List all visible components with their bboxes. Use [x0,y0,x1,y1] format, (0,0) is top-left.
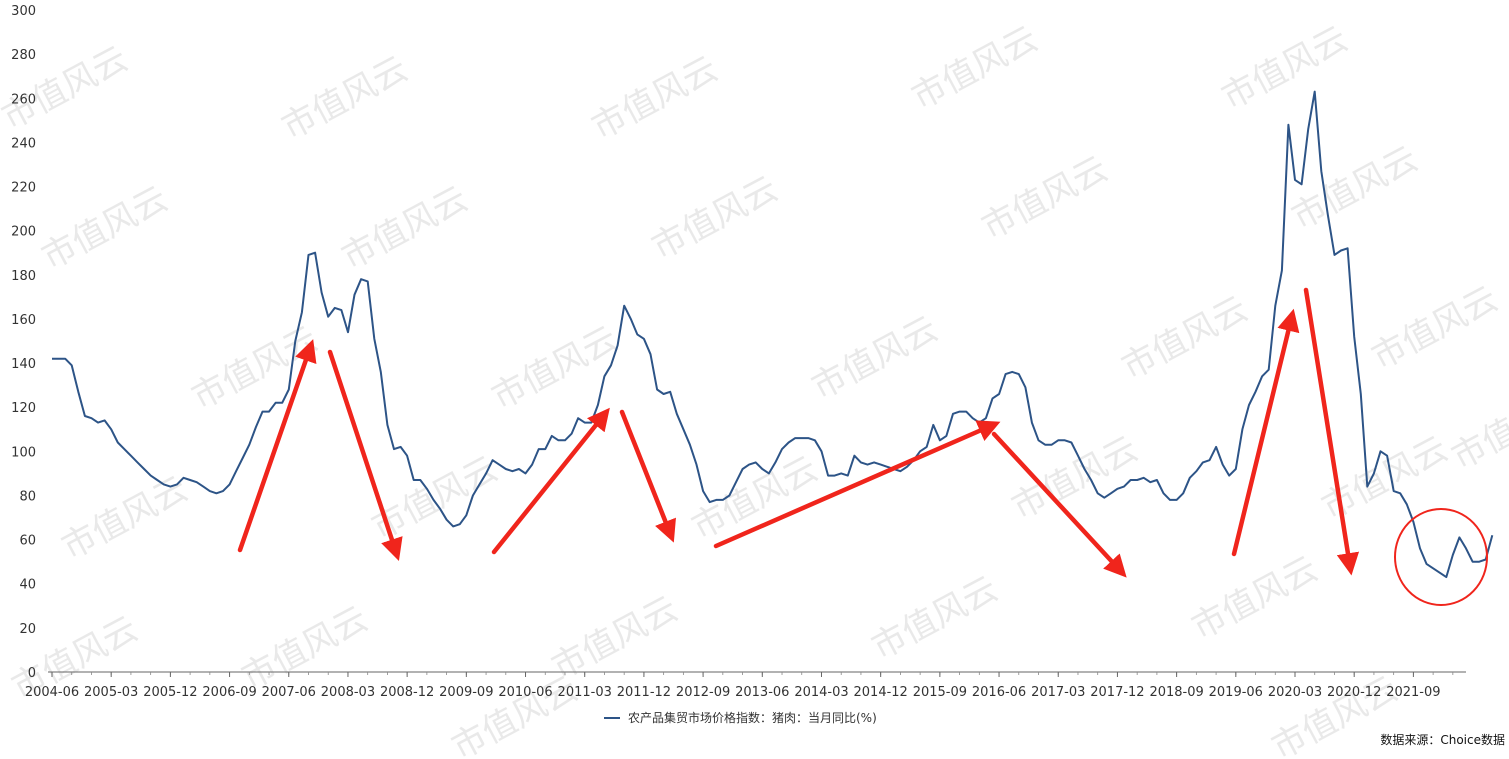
x-tick-label: 2006-09 [202,685,256,700]
legend: 农产品集贸市场价格指数：猪肉：当月同比(%) [604,709,877,726]
watermark-text: 市值风云 [35,179,174,278]
annotation-arrow [619,409,676,543]
watermark-text: 市值风云 [865,569,1004,668]
x-tick-label: 2011-12 [617,685,671,700]
watermark-text: 市值风云 [335,179,474,278]
watermark-text: 市值风云 [1115,289,1254,388]
y-tick-label: 20 [19,622,36,637]
x-tick-label: 2014-03 [794,685,848,700]
x-tick-label: 2012-09 [676,685,730,700]
annotation-layer [237,287,1488,606]
x-tick-label: 2007-06 [262,685,316,700]
watermark-text: 市值风云 [275,49,414,148]
x-tick-label: 2017-12 [1090,685,1144,700]
watermark-text: 市值风云 [1445,379,1509,478]
watermark-text: 市值风云 [55,469,194,568]
watermark-text: 市值风云 [1185,549,1324,648]
y-tick-label: 280 [11,48,36,63]
watermark-text: 市值风云 [1365,279,1504,378]
y-tick-label: 80 [19,489,36,504]
legend-swatch [604,716,620,719]
x-tick-label: 2018-09 [1149,685,1203,700]
annotation-arrow [327,349,403,561]
annotation-arrow [491,407,610,555]
series-line [52,90,1494,579]
watermark-text: 市值风云 [365,449,504,548]
watermark-text: 市值风云 [445,669,584,759]
x-tick-label: 2016-06 [972,685,1026,700]
x-tick-label: 2008-03 [321,685,375,700]
watermark-text: 市值风云 [905,19,1044,118]
annotation-arrow [991,431,1127,578]
y-tick-label: 260 [11,92,36,107]
x-tick-label: 2014-12 [854,685,908,700]
x-tick-label: 2005-12 [143,685,197,700]
watermark-text: 市值风云 [645,169,784,268]
y-tick-label: 180 [11,269,36,284]
x-tick-label: 2020-12 [1327,685,1381,700]
watermark-text: 市值风云 [1005,429,1144,528]
watermark-text: 市值风云 [235,599,374,698]
x-tick-label: 2019-06 [1209,685,1263,700]
x-tick-label: 2020-03 [1268,685,1322,700]
watermark-text: 市值风云 [485,319,624,418]
watermark-text: 市值风云 [805,309,944,408]
y-tick-label: 0 [28,666,36,681]
legend-label: 农产品集贸市场价格指数：猪肉：当月同比(%) [628,711,877,725]
y-tick-label: 100 [11,445,36,460]
y-tick-label: 40 [19,578,36,593]
y-tick-label: 240 [11,136,36,151]
x-tick-label: 2011-03 [558,685,612,700]
annotation-circle [1394,508,1488,606]
y-axis: 0 20 40 60 80 100 120 140 160 180 200 220 240 260 280 3… [11,4,36,681]
y-tick-label: 60 [19,534,36,549]
x-tick-label: 2009-09 [439,685,493,700]
y-tick-label: 300 [11,4,36,19]
x-tick-label: 2013-06 [735,685,789,700]
x-tick-label: 2004-06 [25,685,79,700]
annotation-arrow [237,339,317,553]
x-tick-label: 2015-09 [913,685,967,700]
annotation-arrow [1303,287,1360,576]
annotation-arrow [1231,308,1300,557]
y-tick-label: 200 [11,225,36,240]
x-axis: 2004-06 2005-03 2005-12 2006-09 2007-06 2008-… [25,671,1466,700]
y-tick-label: 120 [11,401,36,416]
y-tick-label: 160 [11,313,36,328]
source-note: 数据来源：Choice数据 [1380,733,1505,747]
x-tick-label: 2017-03 [1031,685,1085,700]
annotation-arrow [713,420,1001,549]
watermark-text: 市值风云 [1215,19,1354,118]
watermark-text: 市值风云 [585,49,724,148]
x-tick-label: 2005-03 [84,685,138,700]
y-tick-label: 220 [11,181,36,196]
x-tick-label: 2021-09 [1386,685,1440,700]
y-tick-label: 140 [11,357,36,372]
x-tick-label: 2010-06 [498,685,552,700]
watermark-text: 市值风云 [975,149,1114,248]
x-tick-label: 2008-12 [380,685,434,700]
